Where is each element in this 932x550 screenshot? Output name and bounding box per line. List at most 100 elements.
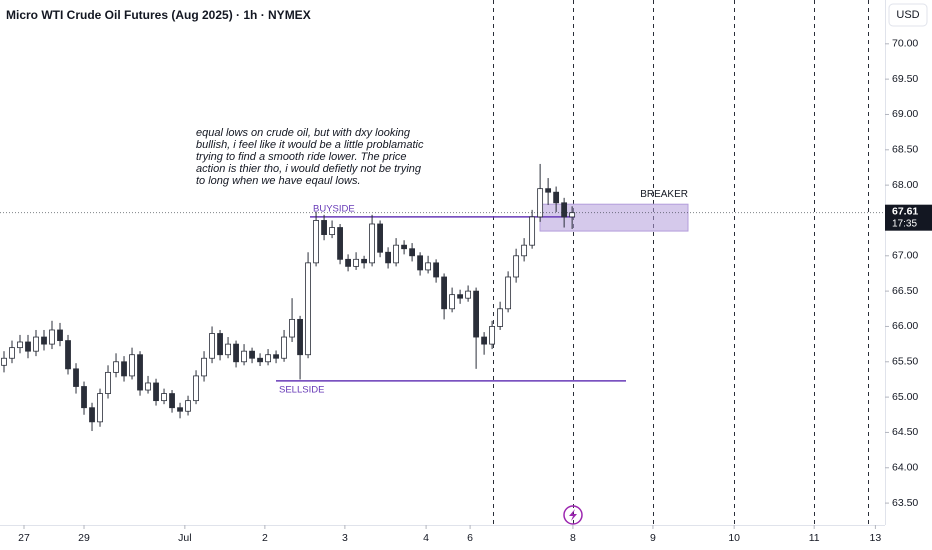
y-tick-label: 68.50 [892, 144, 918, 156]
y-tick-label: 65.00 [892, 391, 918, 403]
candle-body [1, 357, 7, 366]
candle-body [65, 340, 71, 370]
candle-body [465, 290, 472, 299]
y-tick-label: 67.00 [892, 250, 918, 262]
candle-body [297, 318, 303, 356]
y-tick-label: 66.00 [892, 320, 918, 332]
candle-body [281, 336, 287, 359]
candle-body [137, 354, 143, 391]
x-tick-label: 2 [262, 532, 268, 544]
countdown-label: 17:35 [892, 218, 917, 229]
candle-body [521, 244, 528, 257]
candle-body [553, 191, 560, 204]
candle-body [225, 343, 231, 356]
candle-body [353, 258, 359, 267]
candle-body [393, 244, 399, 264]
candle-body [41, 336, 47, 345]
candle-body [57, 329, 63, 341]
candle-body [337, 227, 343, 260]
y-tick-label: 69.50 [892, 73, 918, 85]
candle-body [497, 308, 504, 327]
y-tick-label: 70.00 [892, 38, 918, 50]
candle-body [449, 294, 456, 310]
candle-body [385, 251, 391, 264]
candle-body [537, 188, 544, 218]
candle-body [513, 255, 520, 278]
candle-body [289, 318, 295, 338]
candle-body [241, 350, 247, 363]
candle-body [561, 202, 568, 218]
candle-body [369, 223, 375, 264]
candle-body [233, 343, 239, 363]
x-tick-label: 27 [18, 532, 30, 544]
candle-body [33, 336, 39, 352]
candle-body [73, 368, 79, 387]
candle-body [25, 341, 31, 352]
candle-body [9, 347, 15, 359]
candle-body [193, 375, 199, 402]
candle-body [417, 255, 423, 271]
candle-body [529, 216, 536, 246]
candle-body [545, 188, 552, 193]
candle-body [249, 350, 255, 359]
note-line: equal lows on crude oil, but with dxy lo… [196, 127, 411, 139]
x-tick-label: 3 [342, 532, 348, 544]
x-tick-label: 8 [570, 532, 576, 544]
candle-body [121, 361, 127, 377]
y-tick-label: 65.50 [892, 356, 918, 368]
candle-body [113, 361, 119, 373]
note-line: bullish, i feel like it would be a littl… [196, 139, 424, 151]
x-tick-label: 6 [467, 532, 473, 544]
candle-body [345, 258, 351, 267]
candle-body [81, 386, 87, 409]
currency-button[interactable] [888, 3, 928, 27]
note-line: to long when we have eqaul lows. [196, 175, 361, 187]
candle-body [129, 354, 135, 377]
candle-body [433, 262, 439, 278]
x-tick-label: 9 [650, 532, 656, 544]
candle-body [313, 220, 319, 264]
y-tick-label: 64.50 [892, 426, 918, 438]
icon-circle [563, 505, 583, 525]
candle-body [409, 248, 415, 257]
x-tick-label: 10 [728, 532, 740, 544]
candle-body [89, 407, 95, 423]
icon-bolt [569, 509, 577, 521]
candle-body [265, 354, 271, 363]
y-tick-label: 68.00 [892, 179, 918, 191]
candle-body [473, 290, 480, 338]
candle-body [441, 276, 448, 310]
candle-body [329, 227, 335, 235]
note-line: trying to find a smooth ride lower. The … [196, 151, 407, 163]
candle-body [201, 357, 207, 377]
candle-body [49, 329, 55, 345]
last-price-box [885, 204, 932, 231]
y-tick-label: 66.50 [892, 285, 918, 297]
x-tick-label: 4 [423, 532, 429, 544]
note-line: action is thier tho, i would defietly no… [196, 163, 422, 175]
candle-body [481, 336, 488, 345]
last-price-label: 67.61 [892, 205, 918, 217]
candle-body [425, 262, 431, 271]
spark-icon [563, 505, 583, 525]
candle-body [145, 382, 151, 391]
candle-body [169, 393, 175, 409]
candle-body [185, 400, 191, 412]
y-tick-label: 64.00 [892, 462, 918, 474]
candle-body [505, 276, 512, 310]
candle-body [177, 407, 183, 412]
x-tick-label: 11 [809, 532, 820, 544]
candle-body [153, 382, 159, 402]
candle-body [217, 333, 223, 356]
candle-body [305, 262, 311, 356]
x-tick-label: 13 [870, 532, 882, 544]
breaker-label: BREAKER [640, 189, 688, 200]
level-label: SELLSIDE [279, 384, 324, 395]
currency-label: USD [896, 9, 919, 21]
candle-body [457, 294, 464, 299]
candle-body [105, 371, 111, 394]
candle-body [209, 333, 215, 359]
candle-body [401, 244, 407, 250]
candle-body [377, 223, 383, 253]
